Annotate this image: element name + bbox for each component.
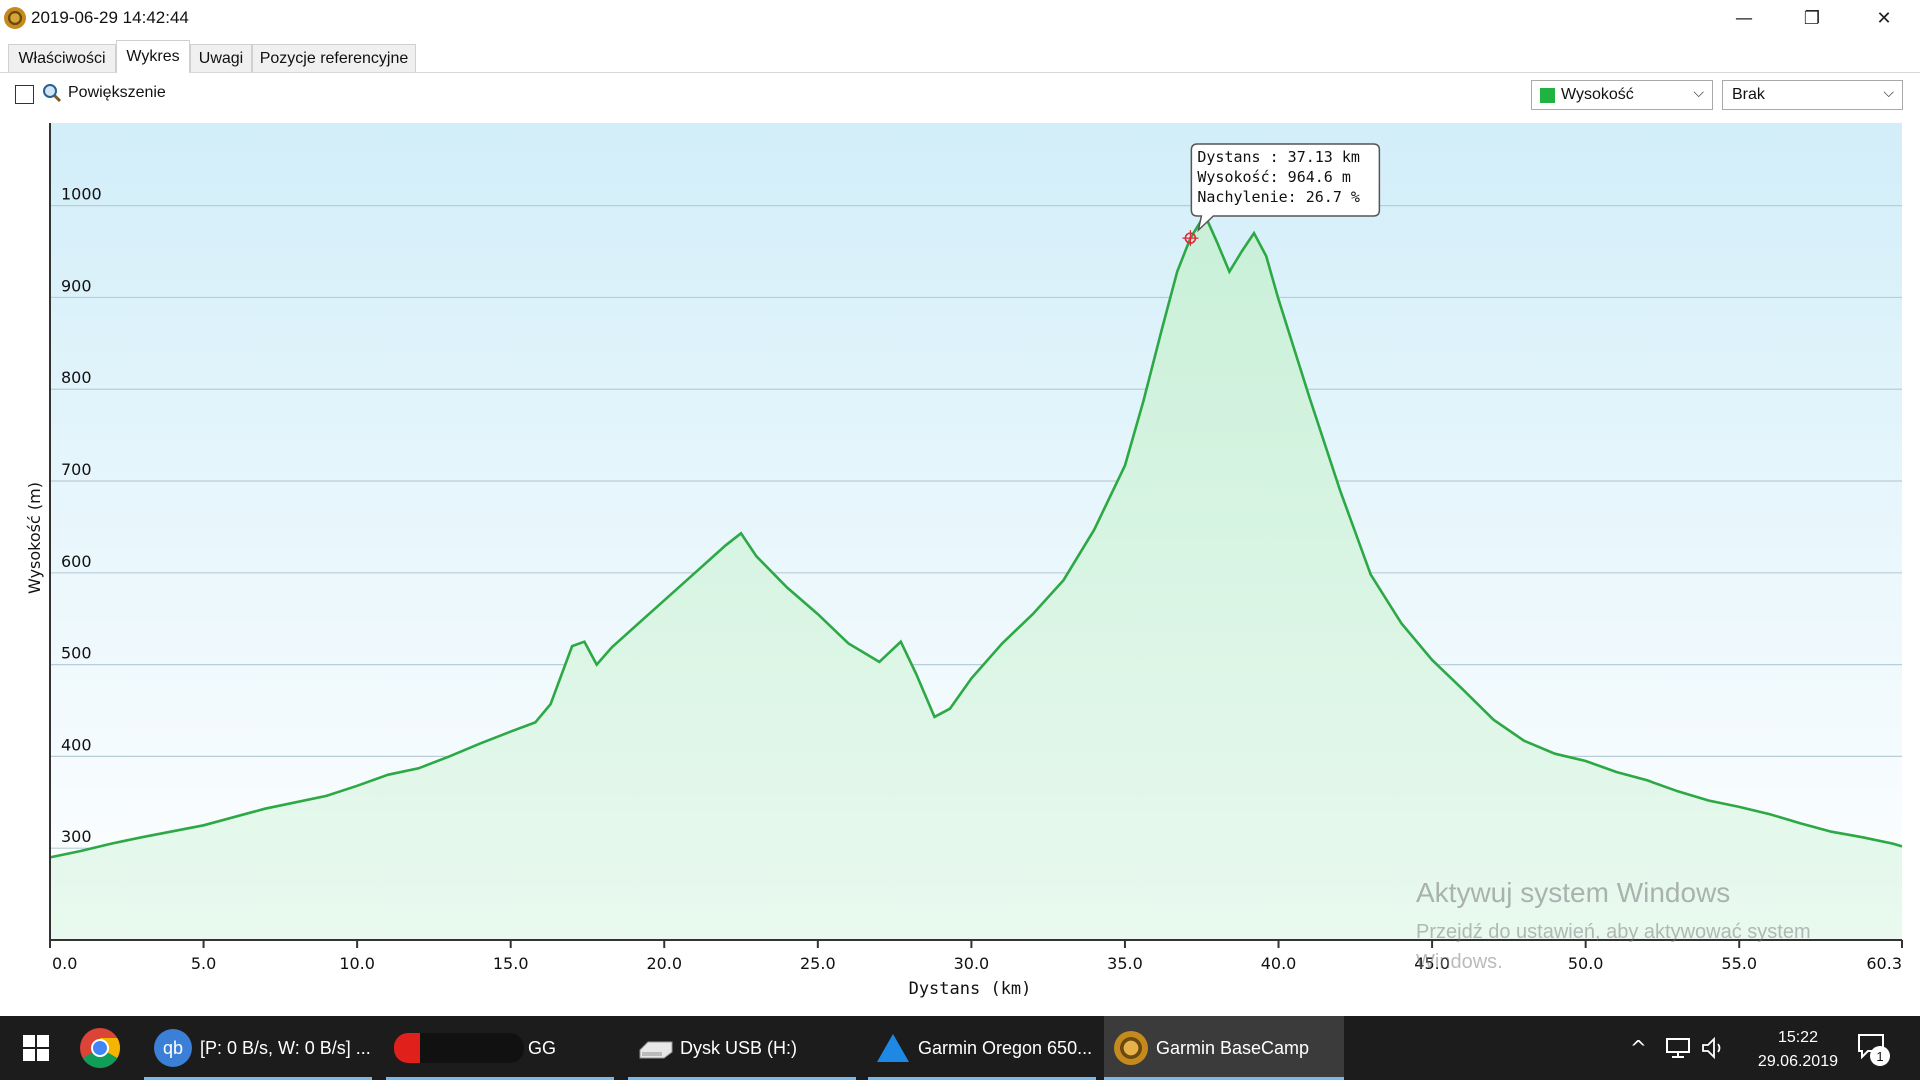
tray-overflow-button[interactable]: ^ bbox=[1630, 1036, 1647, 1060]
y-tick-label: 900 bbox=[61, 276, 92, 295]
zoom-checkbox[interactable] bbox=[15, 85, 34, 104]
x-tick-label: 25.0 bbox=[800, 954, 836, 973]
y-tick-label: 300 bbox=[61, 827, 92, 846]
tab-strip: Właściwości Wykres Uwagi Pozycje referen… bbox=[0, 40, 1920, 73]
basecamp-app-icon bbox=[4, 7, 26, 29]
x-tick-label: 0.0 bbox=[52, 954, 77, 973]
windows-logo-icon bbox=[23, 1035, 49, 1061]
taskbar-item-label: Dysk USB (H:) bbox=[680, 1037, 797, 1058]
qbittorrent-taskbar-button[interactable]: qb [P: 0 B/s, W: 0 B/s] ... bbox=[144, 1016, 372, 1080]
basecamp-taskbar-button[interactable]: Garmin BaseCamp bbox=[1104, 1016, 1344, 1080]
activation-watermark-title: Aktywuj system Windows bbox=[1416, 877, 1731, 908]
restore-button[interactable]: ❐ bbox=[1803, 7, 1821, 29]
running-indicator bbox=[868, 1077, 1096, 1080]
elevation-line bbox=[49, 212, 1903, 859]
elevation-area bbox=[50, 214, 1902, 941]
y-tick-label: 600 bbox=[61, 552, 92, 571]
running-indicator bbox=[1104, 1077, 1344, 1080]
series-select-value: Wysokość bbox=[1561, 86, 1634, 103]
basecamp-icon bbox=[1114, 1031, 1148, 1065]
chrome-taskbar-button[interactable] bbox=[72, 1016, 128, 1080]
running-indicator bbox=[144, 1077, 372, 1080]
clock-date: 29.06.2019 bbox=[1757, 1053, 1838, 1070]
x-tick-label: 60.3 bbox=[1866, 954, 1902, 973]
x-tick-labels: 0.0 5.0 10.0 15.0 20.0 25.0 30.0 35.0 40.0 45.0 50… bbox=[49, 940, 1903, 973]
chrome-icon bbox=[80, 1028, 120, 1068]
x-tick-label: 50.0 bbox=[1568, 954, 1604, 973]
start-button[interactable] bbox=[10, 1016, 62, 1080]
elevation-chart[interactable]: 300 400 500 600 700 800 900 1000 0.0 5.0 10.0 15.0… bbox=[0, 118, 1920, 1014]
secondary-select[interactable]: Brak ⌵ bbox=[1722, 80, 1903, 110]
data-tooltip: Dystans : 37.13 km Wysokość: 964.6 m Nachy… bbox=[1182, 143, 1381, 247]
system-clock[interactable]: 15:22 29.06.2019 bbox=[1758, 1026, 1838, 1074]
title-bar: 2019-06-29 14:42:44 — ❐ ✕ bbox=[0, 0, 1920, 36]
activation-watermark-text: Przejdź do ustawień, aby aktywować syste… bbox=[1416, 921, 1811, 973]
garmin-icon bbox=[877, 1034, 909, 1062]
drive-icon bbox=[639, 1041, 673, 1059]
x-tick-label: 40.0 bbox=[1261, 954, 1297, 973]
gg-taskbar-button[interactable]: GG bbox=[386, 1016, 614, 1080]
x-tick-label: 5.0 bbox=[191, 954, 216, 973]
y-tick-label: 700 bbox=[61, 460, 92, 479]
tooltip-line: Dystans : 37.13 km bbox=[1197, 148, 1360, 166]
x-tick-label: 35.0 bbox=[1107, 954, 1143, 973]
series-select[interactable]: Wysokość ⌵ bbox=[1531, 80, 1713, 110]
x-tick-label: 10.0 bbox=[339, 954, 375, 973]
y-tick-label: 800 bbox=[61, 368, 92, 387]
running-indicator bbox=[628, 1077, 856, 1080]
taskbar-item-label: [P: 0 B/s, W: 0 B/s] ... bbox=[200, 1037, 371, 1058]
x-tick-label: 45.0 bbox=[1414, 954, 1450, 973]
x-tick-label: 20.0 bbox=[646, 954, 682, 973]
clock-time: 15:22 bbox=[1777, 1029, 1818, 1046]
network-icon[interactable] bbox=[1664, 1036, 1692, 1060]
taskbar-item-label: Garmin BaseCamp bbox=[1156, 1037, 1310, 1058]
x-tick-label: 30.0 bbox=[954, 954, 990, 973]
tooltip-line: Wysokość: 964.6 m bbox=[1197, 168, 1351, 186]
taskbar-item-label: Garmin Oregon 650... bbox=[918, 1037, 1093, 1058]
action-center-button[interactable]: 1 bbox=[1856, 1032, 1890, 1066]
notification-icon bbox=[1858, 1034, 1884, 1060]
tab-uwagi[interactable]: Uwagi bbox=[190, 44, 252, 72]
zoom-label: Powiększenie bbox=[68, 84, 166, 101]
y-axis-label: Wysokość (m) bbox=[25, 482, 44, 594]
window-title: 2019-06-29 14:42:44 bbox=[31, 8, 189, 27]
y-tick-label: 1000 bbox=[61, 185, 102, 204]
chevron-down-icon: ⌵ bbox=[1883, 85, 1894, 101]
chevron-down-icon: ⌵ bbox=[1693, 85, 1704, 101]
garmin-oregon-taskbar-button[interactable]: Garmin Oregon 650... bbox=[868, 1016, 1096, 1080]
tab-pozycje-referencyjne[interactable]: Pozycje referencyjne bbox=[252, 44, 416, 72]
taskbar-item-label: GG bbox=[528, 1037, 557, 1058]
minimize-button[interactable]: — bbox=[1735, 7, 1753, 29]
volume-icon[interactable] bbox=[1700, 1036, 1726, 1060]
gg-icon bbox=[394, 1033, 524, 1063]
running-indicator bbox=[386, 1077, 614, 1080]
taskbar: qb [P: 0 B/s, W: 0 B/s] ... GG Dysk USB … bbox=[0, 1016, 1920, 1080]
y-tick-label: 400 bbox=[61, 735, 92, 754]
x-axis-label: Dystans (km) bbox=[909, 979, 1032, 999]
chart-toolbar: Powiększenie Wysokość ⌵ Brak ⌵ bbox=[0, 74, 1920, 118]
series-color-swatch bbox=[1540, 87, 1555, 103]
tab-wykres[interactable]: Wykres bbox=[116, 40, 190, 73]
tab-wlasciwosci[interactable]: Właściwości bbox=[8, 44, 116, 72]
x-tick-label: 15.0 bbox=[493, 954, 529, 973]
magnifier-icon bbox=[43, 84, 62, 103]
qbittorrent-icon: qb bbox=[154, 1029, 192, 1067]
close-button[interactable]: ✕ bbox=[1876, 7, 1892, 29]
notification-count-badge: 1 bbox=[1870, 1046, 1890, 1066]
y-tick-label: 500 bbox=[61, 644, 92, 663]
tooltip-line: Nachylenie: 26.7 % bbox=[1197, 188, 1360, 206]
tooltip-box bbox=[1190, 143, 1381, 233]
secondary-select-value: Brak bbox=[1732, 86, 1765, 103]
y-tick-labels: 300 400 500 600 700 800 900 1000 bbox=[61, 185, 102, 847]
usb-drive-taskbar-button[interactable]: Dysk USB (H:) bbox=[628, 1016, 856, 1080]
x-tick-label: 55.0 bbox=[1721, 954, 1757, 973]
